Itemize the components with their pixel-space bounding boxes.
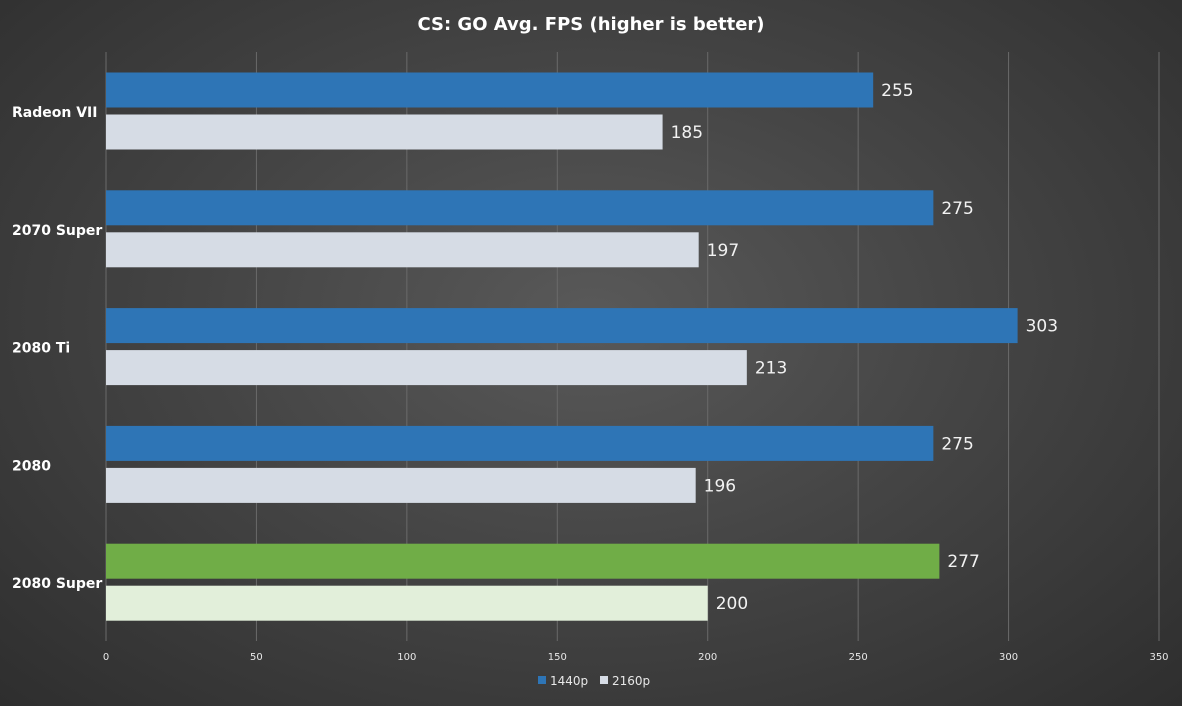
x-tick-label: 250 bbox=[849, 652, 868, 663]
bar-1440p bbox=[106, 425, 934, 461]
data-label: 255 bbox=[881, 81, 913, 101]
x-tick-label: 100 bbox=[397, 652, 416, 663]
x-tick-label: 0 bbox=[103, 652, 109, 663]
legend-label: 1440p bbox=[550, 674, 588, 688]
bar-2160p bbox=[106, 467, 696, 503]
x-tick-label: 50 bbox=[250, 652, 263, 663]
legend-swatch bbox=[538, 676, 546, 684]
data-label: 275 bbox=[941, 434, 973, 454]
chart-title: CS: GO Avg. FPS (higher is better) bbox=[417, 14, 764, 35]
legend: 1440p 2160p bbox=[538, 674, 650, 688]
bars bbox=[106, 72, 1018, 621]
category-label: 2070 Super bbox=[12, 223, 102, 239]
data-label: 303 bbox=[1026, 317, 1058, 337]
bar-1440p bbox=[106, 190, 934, 226]
x-tick-label: 200 bbox=[698, 652, 717, 663]
category-label: 2080 Super bbox=[12, 576, 102, 592]
data-label: 200 bbox=[716, 594, 748, 614]
x-tick-label: 350 bbox=[1149, 652, 1168, 663]
x-tick-label: 150 bbox=[548, 652, 567, 663]
bar-2160p bbox=[106, 585, 708, 621]
x-tick-label: 300 bbox=[999, 652, 1018, 663]
data-label: 185 bbox=[671, 123, 703, 143]
bar-1440p bbox=[106, 308, 1018, 344]
bar-1440p bbox=[106, 543, 940, 579]
gridlines bbox=[105, 52, 1160, 641]
bar-2160p bbox=[106, 350, 747, 386]
legend-swatch bbox=[600, 676, 608, 684]
category-label: 2080 bbox=[12, 458, 51, 474]
data-label: 196 bbox=[704, 476, 736, 496]
legend-label: 2160p bbox=[612, 674, 650, 688]
data-label: 213 bbox=[755, 359, 787, 379]
bar-1440p bbox=[106, 72, 874, 108]
bar-2160p bbox=[106, 232, 699, 268]
category-label: Radeon VII bbox=[12, 105, 97, 121]
data-label: 277 bbox=[947, 552, 979, 572]
category-label: 2080 Ti bbox=[12, 341, 70, 357]
labels: 0 50 100 150 200 250 300 350 Radeon VII 255 185 207… bbox=[12, 81, 1169, 663]
data-label: 275 bbox=[941, 199, 973, 219]
data-label: 197 bbox=[707, 241, 739, 261]
bar-2160p bbox=[106, 114, 663, 150]
